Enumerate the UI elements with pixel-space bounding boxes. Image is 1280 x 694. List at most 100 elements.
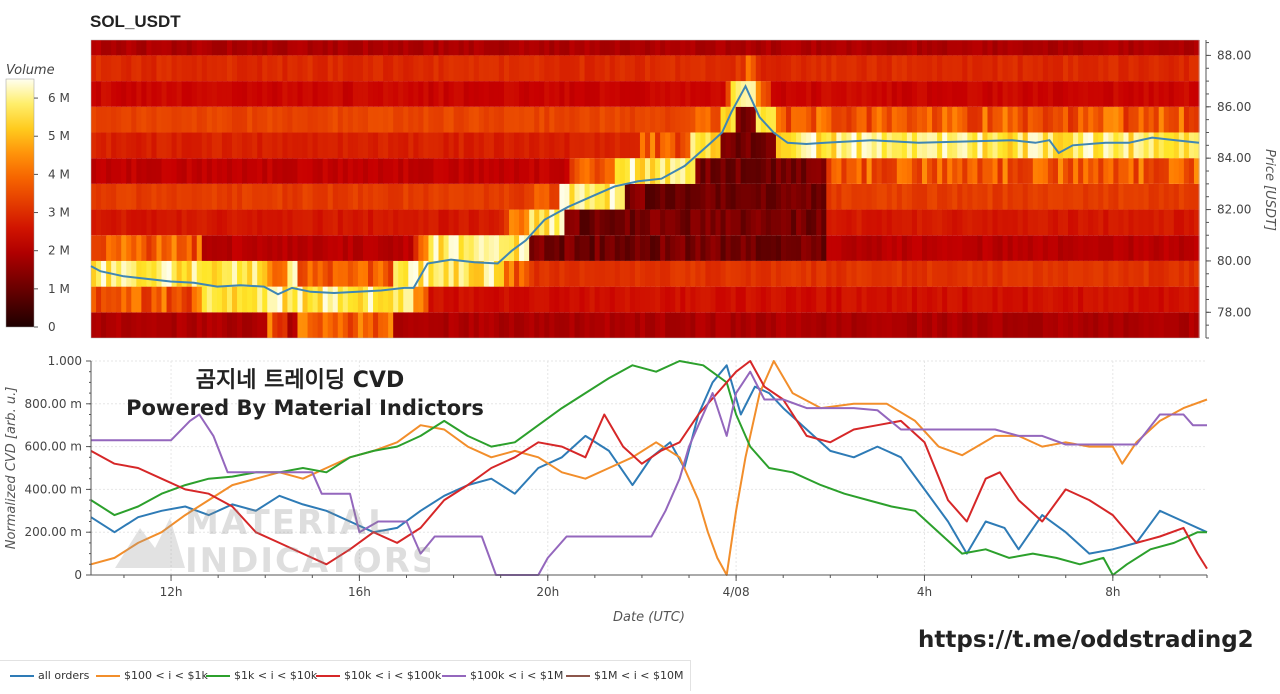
heatmap-cell [670, 260, 676, 287]
heatmap-cell [690, 106, 696, 133]
colorbar-tick-label: 2 M [48, 244, 70, 258]
heatmap-cell [211, 260, 218, 287]
heatmap-cell [1093, 106, 1099, 133]
heatmap-cell [549, 132, 555, 159]
heatmap-cell [398, 286, 404, 313]
heatmap-cell [1118, 235, 1125, 261]
heatmap-cell [665, 40, 671, 56]
heatmap-cell [524, 286, 530, 313]
heatmap-cell [156, 312, 163, 338]
heatmap-cell [655, 158, 661, 184]
heatmap-cell [237, 40, 243, 56]
heatmap-cell [524, 132, 530, 159]
heatmap-cell [927, 312, 933, 338]
heatmap-cell [725, 286, 732, 313]
heatmap-cell [896, 235, 903, 261]
heatmap-cell [670, 40, 676, 56]
telegram-link[interactable]: https://t.me/oddstrading2 [918, 627, 1254, 653]
heatmap-cell [317, 312, 324, 338]
heatmap-cell [1188, 40, 1195, 56]
heatmap-cell [1093, 235, 1099, 261]
heatmap-cell [821, 106, 827, 133]
material-indicators-watermark: MATERIAL INDICATORS [115, 503, 430, 578]
heatmap-cell [398, 106, 404, 133]
legend-item[interactable]: $10k < i < $100k [316, 669, 441, 682]
heatmap-cell [121, 55, 127, 82]
legend-item[interactable]: $1k < i < $10k [206, 669, 317, 682]
heatmap-cell [796, 235, 802, 261]
heatmap-cell [423, 106, 430, 133]
heatmap-cell [932, 158, 938, 184]
heatmap-cell [1158, 209, 1165, 236]
heatmap-cell [342, 132, 349, 159]
legend-item[interactable]: all orders [10, 669, 89, 682]
heatmap-cell [665, 260, 671, 287]
heatmap-cell [922, 183, 928, 210]
legend-item[interactable]: $1M < i < $10M [566, 669, 683, 682]
heatmap-cell [529, 55, 535, 82]
heatmap-cell [539, 158, 545, 184]
heatmap-cell [806, 40, 812, 56]
heatmap-cell [1193, 209, 1200, 236]
heatmap-cell [947, 209, 953, 236]
heatmap-cell [514, 209, 520, 236]
heatmap-cell [786, 183, 792, 210]
heatmap-cell [846, 132, 853, 159]
cvd-x-tick-label: 16h [348, 585, 371, 599]
heatmap-cell [564, 312, 571, 338]
heatmap-cell [770, 81, 777, 107]
heatmap-cell [519, 132, 525, 159]
heatmap-cell [242, 260, 248, 287]
heatmap-cell [433, 260, 440, 287]
heatmap-cell [373, 106, 379, 133]
heatmap-cell [1153, 40, 1160, 56]
heatmap-cell [1017, 158, 1024, 184]
legend-item[interactable]: $100 < i < $1k [96, 669, 208, 682]
heatmap-cell [136, 81, 142, 107]
heatmap-cell [1183, 40, 1190, 56]
heatmap-cell [1068, 260, 1074, 287]
heatmap-cell [821, 132, 827, 159]
heatmap-cell [216, 40, 223, 56]
heatmap-cell [695, 158, 701, 184]
heatmap-cell [1148, 106, 1155, 133]
heatmap-cell [1088, 312, 1094, 338]
heatmap-cell [584, 132, 591, 159]
heatmap-cell [755, 183, 762, 210]
heatmap-cell [922, 286, 928, 313]
heatmap-cell [911, 235, 918, 261]
heatmap-cell [982, 106, 989, 133]
heatmap-cell [1073, 158, 1079, 184]
heatmap-cell [146, 260, 153, 287]
heatmap-cell [801, 260, 807, 287]
heatmap-cell [821, 81, 827, 107]
heatmap-cell [1032, 312, 1039, 338]
heatmap-cell [579, 132, 586, 159]
heatmap-cell [1007, 81, 1014, 107]
cvd-overlay-title: 곰지네 트레이딩 CVD [195, 368, 405, 393]
heatmap-cell [564, 40, 571, 56]
heatmap-cell [186, 132, 193, 159]
heatmap-cell [801, 132, 807, 159]
heatmap-cell [403, 106, 409, 133]
heatmap-cell [352, 81, 359, 107]
heatmap-cell [1108, 209, 1114, 236]
heatmap-cell [1093, 132, 1099, 159]
heatmap-cell [1068, 40, 1074, 56]
heatmap-cell [1133, 312, 1140, 338]
watermark-line2: INDICATORS [185, 541, 430, 578]
heatmap-cell [1148, 158, 1155, 184]
heatmap-cell [514, 260, 520, 287]
heatmap-cell [544, 158, 550, 184]
heatmap-cell [876, 158, 883, 184]
heatmap-cell [770, 106, 777, 133]
heatmap-cell [1042, 55, 1049, 82]
heatmap-cell [604, 260, 611, 287]
heatmap-cell [368, 106, 374, 133]
heatmap-cell [1168, 158, 1175, 184]
heatmap-cell [660, 209, 666, 236]
heatmap-cell [438, 55, 445, 82]
heatmap-cell [574, 312, 581, 338]
heatmap-cell [639, 312, 646, 338]
legend-item[interactable]: $100k < i < $1M [442, 669, 563, 682]
